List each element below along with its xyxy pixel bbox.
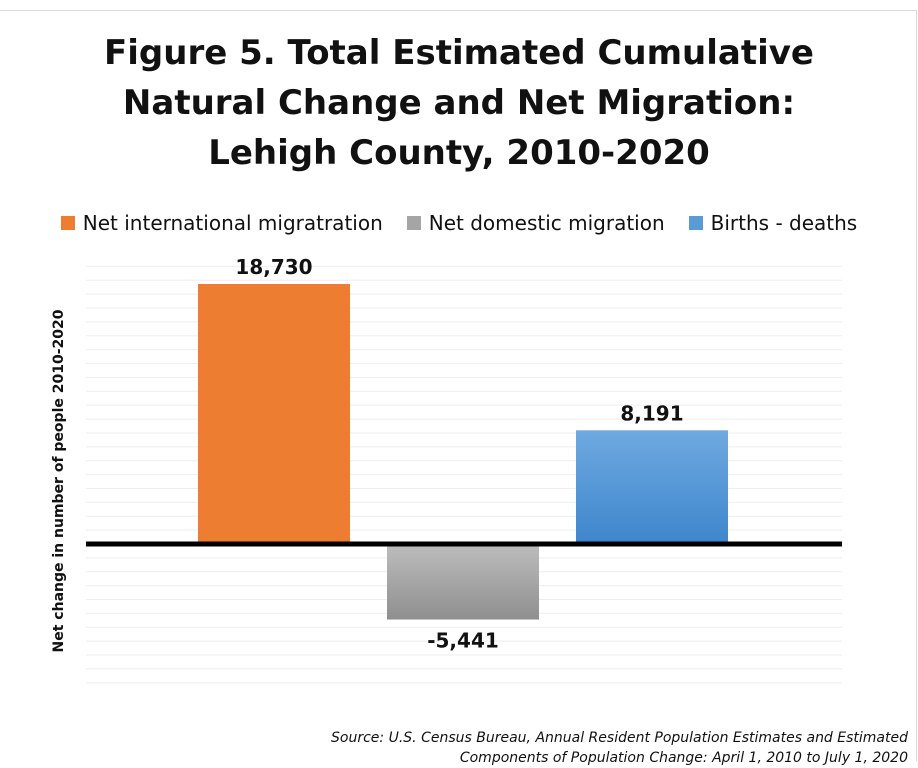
bar-1	[198, 284, 350, 544]
source-line-1: Source: U.S. Census Bureau, Annual Resid…	[331, 730, 908, 746]
legend-swatch-orange	[60, 216, 75, 230]
chart-frame	[0, 10, 917, 761]
data-labels: 18,730 -5,441 8,191	[235, 255, 683, 653]
data-label-2: -5,441	[427, 629, 499, 653]
legend-label-births: Births - deaths	[710, 211, 858, 235]
data-label-1: 18,730	[235, 255, 312, 279]
legend-label-international: Net international migratration	[82, 211, 383, 235]
legend-item-domestic: Net domestic migration	[406, 211, 665, 235]
title-line-3: Lehigh County, 2010-2020	[208, 133, 710, 173]
legend-swatch-blue	[688, 216, 703, 230]
legend-label-domestic: Net domestic migration	[428, 211, 665, 235]
source-note: Source: U.S. Census Bureau, Annual Resid…	[331, 728, 908, 768]
legend-item-international: Net international migratration	[60, 211, 383, 235]
data-label-3: 8,191	[620, 401, 683, 425]
title-line-2: Natural Change and Net Migration:	[122, 83, 796, 123]
title-line-1: Figure 5. Total Estimated Cumulative	[104, 33, 814, 73]
bars	[198, 284, 728, 620]
legend-swatch-gray	[406, 216, 421, 230]
bar-3	[576, 430, 728, 544]
legend: Net international migratration Net domes…	[0, 206, 918, 240]
bar-2	[387, 544, 539, 620]
chart-title: Figure 5. Total Estimated Cumulative Nat…	[20, 28, 898, 178]
source-line-2: Components of Population Change: April 1…	[459, 750, 908, 766]
legend-item-births: Births - deaths	[688, 211, 858, 235]
